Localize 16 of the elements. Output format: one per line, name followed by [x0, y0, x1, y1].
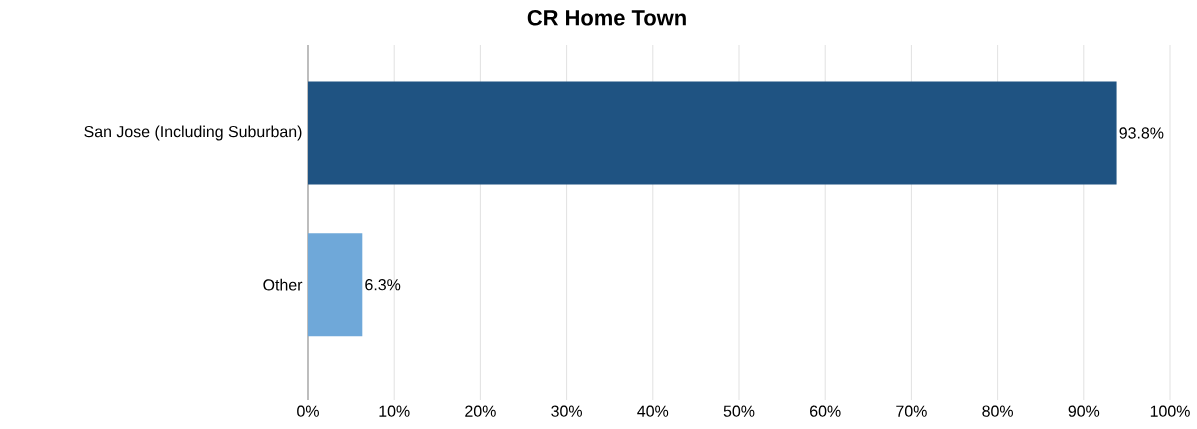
y-tick-label: San Jose (Including Suburban)	[84, 125, 302, 141]
x-tick-label: 30%	[551, 405, 582, 417]
data-label: 6.3%	[365, 279, 401, 291]
x-tick-label: 50%	[723, 405, 755, 417]
x-tick-label: 20%	[465, 405, 496, 417]
data-label: 93.8%	[1119, 127, 1164, 139]
x-tick-label: 80%	[982, 405, 1013, 417]
x-tick-label: 0%	[297, 405, 319, 417]
x-tick-label: 70%	[896, 405, 927, 417]
x-tick-label: 60%	[810, 405, 841, 417]
y-tick-label: Other	[263, 278, 303, 291]
x-tick-label: 10%	[379, 405, 410, 417]
x-tick-label: 90%	[1068, 405, 1100, 417]
x-tick-label: 100%	[1150, 405, 1190, 417]
x-tick-label: 40%	[637, 405, 669, 417]
chart-title: CR Home Town	[527, 9, 686, 26]
